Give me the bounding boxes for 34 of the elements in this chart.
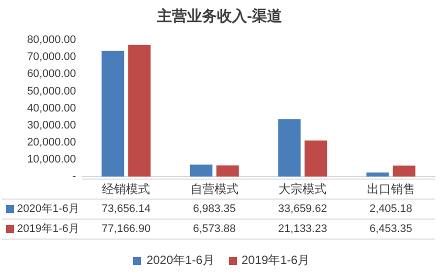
chart-title: 主营业务收入-渠道: [156, 7, 283, 26]
x-tick-label: 大宗模式: [278, 182, 327, 196]
y-tick-label: 40,000.00: [27, 102, 76, 114]
text: 6,983.35: [192, 202, 236, 215]
y-tick-label: 50,000.00: [27, 85, 76, 98]
y-tick-label: 60,000.00: [27, 68, 76, 80]
text: 21,133.23: [278, 222, 328, 235]
text: 2019年1-6月: [242, 253, 310, 267]
bar: [216, 165, 239, 177]
text: 2020年1-6月: [146, 253, 214, 267]
text: 73,656.14: [102, 202, 151, 215]
bar: [128, 44, 151, 177]
y-tick-label: 20,000.00: [27, 136, 76, 148]
x-tick-label: 出口销售: [366, 182, 415, 196]
text: 77,166.90: [102, 222, 151, 235]
bar: [190, 164, 212, 177]
x-tick-label: 经销模式: [102, 182, 150, 196]
y-tick-label: 30,000.00: [27, 119, 76, 132]
text: 6,573.88: [192, 222, 236, 235]
y-tick-label: 10,000.00: [27, 154, 76, 166]
bar: [366, 172, 389, 177]
text: 6,453.35: [369, 222, 412, 235]
legend-label: 2019年1-6月: [17, 222, 80, 236]
x-tick-label: 自营模式: [190, 182, 238, 196]
legend-label: 2020年1-6月: [17, 202, 80, 216]
bar: [304, 140, 328, 177]
bar: [102, 50, 124, 177]
y-tick-label: -: [72, 170, 76, 183]
text: 2,405.18: [369, 202, 412, 215]
y-tick-label: 80,000.00: [27, 34, 76, 46]
bar: [392, 166, 416, 177]
text: 33,659.62: [278, 202, 328, 215]
bar: [278, 119, 301, 177]
y-tick-label: 70,000.00: [27, 51, 76, 64]
